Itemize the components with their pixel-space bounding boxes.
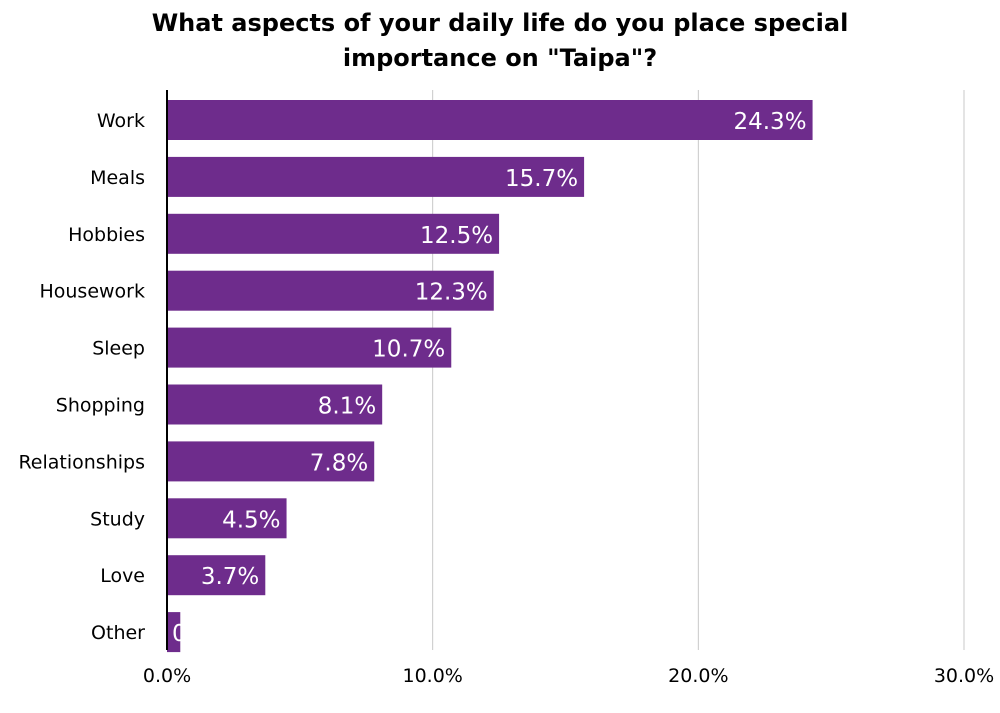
bar bbox=[167, 327, 452, 368]
bar bbox=[167, 213, 500, 254]
category-label: Housework bbox=[39, 281, 145, 303]
category-label: Other bbox=[91, 622, 145, 644]
bars: 24.3% 15.7% 12.5% 12.3% 10.7% 8.1% 7.8% 4.5% 3.7… bbox=[167, 100, 813, 653]
x-tick-label: 0.0% bbox=[143, 665, 191, 687]
bar bbox=[167, 555, 266, 596]
category-label: Love bbox=[100, 565, 145, 587]
x-tick-label: 10.0% bbox=[402, 665, 462, 687]
bar bbox=[167, 612, 181, 653]
data-label: 10.7% bbox=[372, 337, 445, 363]
data-label: 15.7% bbox=[505, 166, 578, 192]
data-label: 12.3% bbox=[415, 280, 488, 306]
x-axis-ticks: 0.0% 10.0% 20.0% 30.0% bbox=[143, 665, 994, 687]
category-label: Sleep bbox=[92, 338, 145, 360]
category-label: Shopping bbox=[56, 395, 145, 417]
bar bbox=[167, 441, 375, 482]
bar bbox=[167, 270, 494, 311]
x-tick-label: 30.0% bbox=[934, 665, 994, 687]
data-label: 7.8% bbox=[310, 450, 368, 476]
bar bbox=[167, 100, 813, 140]
bar bbox=[167, 156, 585, 197]
category-label: Work bbox=[97, 110, 145, 132]
data-label: 12.5% bbox=[420, 223, 493, 249]
x-tick-label: 20.0% bbox=[668, 665, 728, 687]
data-label: 4.5% bbox=[222, 507, 280, 533]
data-label: 3.7% bbox=[201, 564, 259, 590]
category-label: Hobbies bbox=[68, 224, 145, 246]
chart-title: What aspects of your daily life do you p… bbox=[151, 9, 849, 72]
data-label: 0.5% bbox=[172, 621, 230, 647]
category-label: Meals bbox=[90, 167, 145, 189]
bar bbox=[167, 384, 383, 425]
category-labels: Work Meals Hobbies Housework Sleep Shopping Re… bbox=[18, 110, 145, 644]
category-label: Relationships bbox=[18, 451, 145, 473]
bar bbox=[167, 498, 287, 539]
data-label: 8.1% bbox=[318, 394, 376, 420]
category-label: Study bbox=[90, 508, 145, 530]
data-label: 24.3% bbox=[733, 109, 806, 135]
